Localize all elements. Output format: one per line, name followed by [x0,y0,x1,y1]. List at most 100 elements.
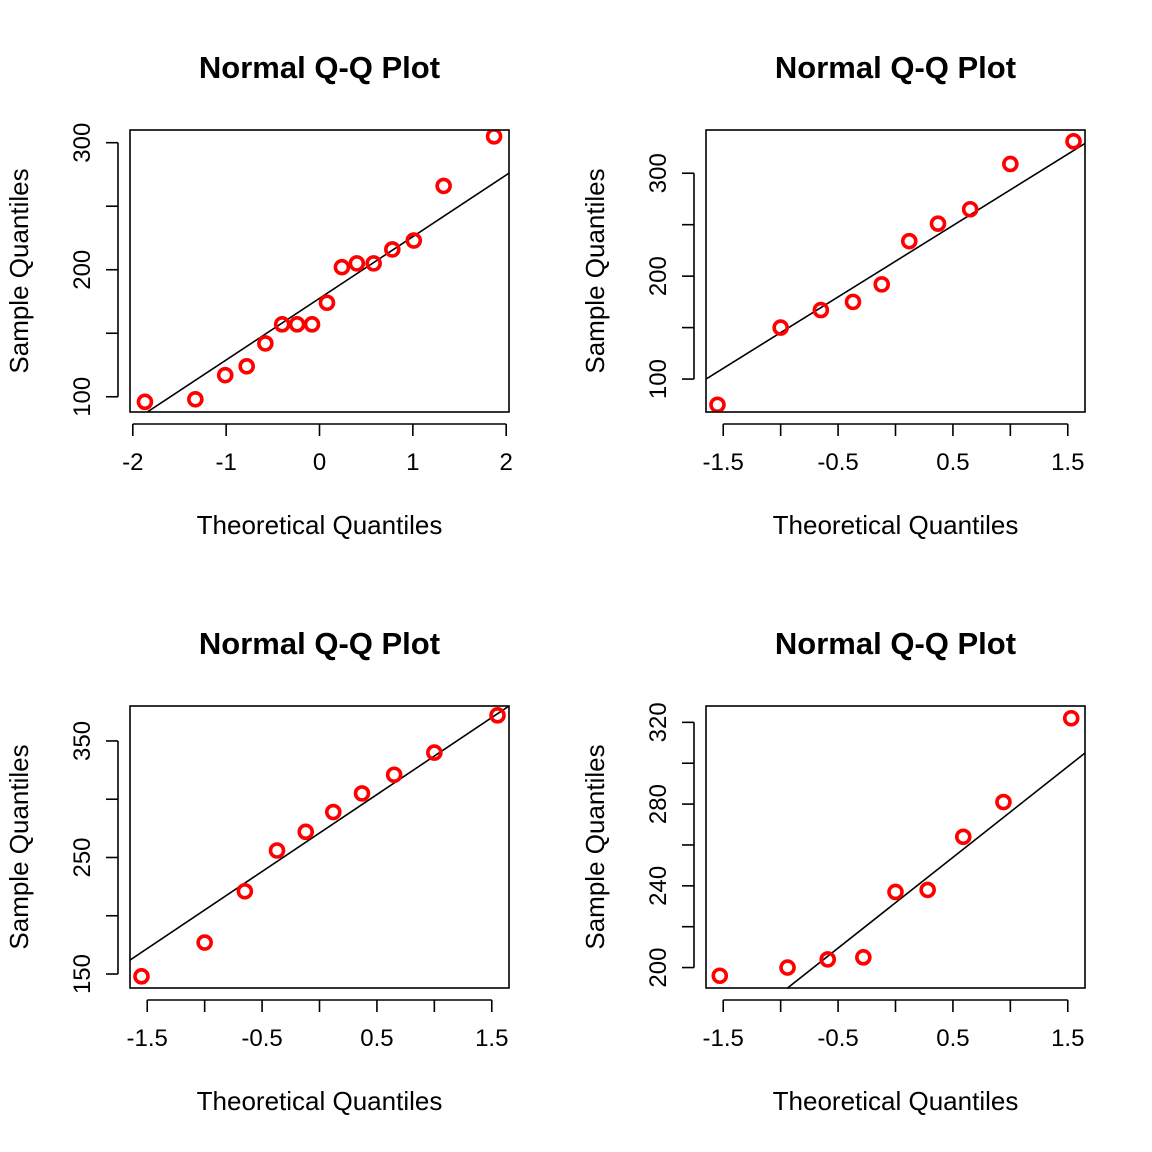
x-axis-label: Theoretical Quantiles [197,510,443,540]
x-tick-label: 1.5 [1051,1025,1084,1052]
data-point [333,258,351,276]
plot-region [136,130,509,412]
data-point [238,357,255,375]
data-point [995,793,1012,811]
qq-panel-3: Normal Q-Q Plot Theoretical Quantiles Samp… [4,626,510,1116]
data-point [405,232,423,249]
data-point [216,366,234,384]
plot-frame [705,129,1086,413]
x-tick-label: -2 [122,449,143,476]
data-point [303,316,321,333]
x-tick-label: 0.5 [936,449,969,476]
data-point [365,255,382,272]
data-point [348,255,366,272]
qq-panel-2: Normal Q-Q Plot Theoretical Quantiles Samp… [580,50,1086,540]
y-tick-label: 300 [69,123,96,163]
data-point [133,968,150,985]
x-tick-label: -1.5 [127,1025,168,1052]
data-point [435,177,452,195]
y-tick-label: 100 [69,377,96,417]
y-tick-label: 100 [645,359,672,399]
data-point [136,393,154,411]
x-axis-label: Theoretical Quantiles [773,510,1019,540]
data-point [489,707,506,724]
data-point [887,883,904,901]
data-point [257,335,274,352]
data-point [1062,709,1080,727]
x-tick-label: -1.5 [703,1025,744,1052]
y-tick-label: 280 [645,784,672,824]
data-point [772,319,789,336]
qq-panel-4: Normal Q-Q Plot Theoretical Quantiles Samp… [580,626,1086,1116]
x-tick-label: -0.5 [817,449,858,476]
data-point [485,130,503,145]
y-tick-label: 320 [645,702,672,742]
x-tick-label: 0.5 [360,1025,393,1052]
chart-title: Normal Q-Q Plot [775,50,1016,85]
data-point [187,390,204,408]
data-point [779,959,796,976]
qq-reference-line [145,172,509,412]
data-point [268,842,286,859]
x-tick-label: 2 [500,449,513,476]
plot-region [711,709,1085,988]
data-point [426,744,443,761]
qq-panel-1: Normal Q-Q Plot Theoretical Quantiles Samp… [4,50,513,540]
data-point [318,294,336,312]
data-point [711,967,729,985]
x-axis-label: Theoretical Quantiles [773,1086,1019,1116]
data-point [324,803,342,821]
x-tick-label: -1 [215,449,236,476]
data-point [196,934,213,951]
plot-frame [129,129,510,413]
data-point [812,301,830,319]
x-tick-label: 0 [313,449,326,476]
data-point [900,232,918,250]
x-tick-label: -0.5 [241,1025,282,1052]
y-tick-label: 300 [645,153,672,193]
plot-frame [129,705,510,989]
data-point [273,316,291,333]
x-tick-label: -0.5 [817,1025,858,1052]
x-axis-label: Theoretical Quantiles [197,1086,443,1116]
x-tick-label: 0.5 [936,1025,969,1052]
y-tick-label: 200 [69,250,96,290]
y-axis-label: Sample Quantiles [4,168,34,373]
data-point [353,785,371,802]
chart-title: Normal Q-Q Plot [775,626,1016,661]
data-point [844,293,862,311]
data-point [709,396,726,412]
data-point [1065,133,1082,150]
data-point [855,949,872,966]
plot-region [706,133,1085,412]
y-tick-label: 200 [645,948,672,988]
y-axis-label: Sample Quantiles [4,744,34,949]
y-tick-label: 200 [645,256,672,296]
x-tick-label: 1 [406,449,419,476]
plot-frame [705,705,1086,989]
data-point [288,316,306,333]
y-axis-label: Sample Quantiles [580,168,610,373]
data-point [385,766,403,784]
y-tick-label: 350 [69,721,96,761]
x-tick-label: 1.5 [475,1025,508,1052]
chart-title: Normal Q-Q Plot [199,50,440,85]
data-point [961,200,979,218]
data-point [297,823,315,841]
data-point [873,276,891,293]
qq-reference-line [130,706,509,961]
data-point [819,951,837,968]
qq-reference-line [706,142,1085,380]
x-tick-label: 1.5 [1051,449,1084,476]
data-point [954,828,972,846]
y-tick-label: 150 [69,954,96,994]
data-point [919,881,936,899]
y-axis-label: Sample Quantiles [580,744,610,949]
data-point [1002,155,1019,173]
data-point [384,241,401,258]
data-point [929,215,947,232]
x-tick-label: -1.5 [703,449,744,476]
qq-reference-line [787,752,1085,988]
chart-title: Normal Q-Q Plot [199,626,440,661]
